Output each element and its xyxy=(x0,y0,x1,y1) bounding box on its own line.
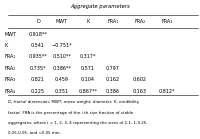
Text: K: K xyxy=(86,19,89,24)
Text: D: D xyxy=(36,19,40,24)
Text: FRA₃: FRA₃ xyxy=(4,77,15,82)
Text: FRA₁: FRA₁ xyxy=(107,19,118,24)
Text: 0.351: 0.351 xyxy=(55,89,69,94)
Text: FRA₂: FRA₂ xyxy=(4,66,15,71)
Text: 0.163: 0.163 xyxy=(132,89,146,94)
Text: aggregates, where i = 1, 2, 3, 4 representing the sizes of 2-1, 1-0.25,: aggregates, where i = 1, 2, 3, 4 represe… xyxy=(8,121,147,125)
Text: 0.812*: 0.812* xyxy=(158,89,174,94)
Text: 0.602: 0.602 xyxy=(132,77,146,82)
Text: FRA₃: FRA₃ xyxy=(161,19,172,24)
Text: MWT: MWT xyxy=(4,32,16,37)
Text: 0.867**: 0.867** xyxy=(78,89,97,94)
Text: 0.225: 0.225 xyxy=(31,89,45,94)
Text: 0.541: 0.541 xyxy=(31,43,45,48)
Text: 0.104: 0.104 xyxy=(81,77,95,82)
Text: MWT: MWT xyxy=(56,19,68,24)
Text: 0.735*: 0.735* xyxy=(30,66,46,71)
Text: D, fractal dimension; MWT, mean weight; diameter; K, erodibility: D, fractal dimension; MWT, mean weight; … xyxy=(8,100,139,104)
Text: −0.751*: −0.751* xyxy=(51,43,72,48)
Text: FRA₂: FRA₂ xyxy=(134,19,145,24)
Text: FRA₄: FRA₄ xyxy=(4,89,15,94)
Text: K: K xyxy=(4,43,7,48)
Text: 0.317*: 0.317* xyxy=(79,54,96,59)
Text: 0.25-0.05, and <0.05 mm.: 0.25-0.05, and <0.05 mm. xyxy=(8,131,61,135)
Text: 0.797: 0.797 xyxy=(106,66,119,71)
Text: 0.935**: 0.935** xyxy=(28,54,47,59)
Text: 0.162: 0.162 xyxy=(105,77,119,82)
Text: 0.571: 0.571 xyxy=(81,66,95,71)
Text: 0.459: 0.459 xyxy=(55,77,69,82)
Text: 0.386**: 0.386** xyxy=(52,66,71,71)
Text: 0.821: 0.821 xyxy=(31,77,45,82)
Text: 0.918**: 0.918** xyxy=(28,32,47,37)
Text: FRA₁: FRA₁ xyxy=(4,54,15,59)
Text: 0.386: 0.386 xyxy=(105,89,119,94)
Text: Aggregate parameters: Aggregate parameters xyxy=(70,4,130,9)
Text: 0.510**: 0.510** xyxy=(52,54,71,59)
Text: factor; FRA is the percentage of the i-th size fraction of stable: factor; FRA is the percentage of the i-t… xyxy=(8,111,133,115)
